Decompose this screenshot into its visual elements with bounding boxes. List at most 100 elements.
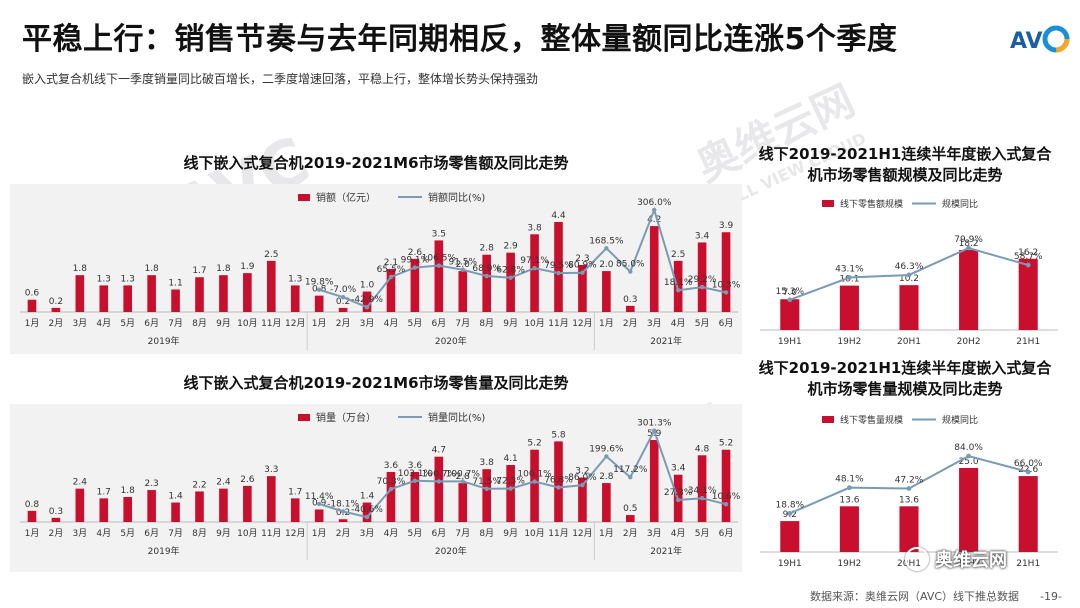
bar-value-label: 2.4 bbox=[73, 478, 88, 488]
bar bbox=[171, 502, 180, 522]
x-tick-label: 2月 bbox=[49, 528, 64, 539]
yoy-point bbox=[628, 475, 633, 480]
bar bbox=[649, 226, 659, 312]
x-tick-label: 6月 bbox=[144, 528, 159, 539]
yoy-point bbox=[364, 305, 370, 310]
legend-label-line: 规模同比 bbox=[942, 414, 978, 426]
yoy-label: 306.0% bbox=[637, 198, 672, 208]
bar-value-label: 1.3 bbox=[97, 274, 111, 284]
x-tick-label: 12月 bbox=[285, 528, 305, 539]
yoy-point bbox=[675, 497, 681, 503]
yoy-point bbox=[556, 485, 561, 490]
bar-value-label: 4.4 bbox=[551, 211, 566, 221]
chart-title-half-volume: 线下2019-2021H1连续半年度嵌入式复合机市场零售量规模及同比走势 bbox=[758, 359, 1052, 398]
yoy-point bbox=[847, 485, 852, 491]
chart-panel-sales-value bbox=[10, 184, 742, 354]
bar bbox=[147, 490, 156, 522]
yoy-point bbox=[604, 454, 609, 459]
bar bbox=[1018, 476, 1038, 552]
x-group-label: 2021年 bbox=[650, 545, 682, 557]
bar-value-label: 1.7 bbox=[288, 487, 302, 497]
bar bbox=[780, 299, 800, 330]
bar-value-label: 2.8 bbox=[480, 244, 495, 254]
svg-text:AV: AV bbox=[1010, 29, 1043, 54]
yoy-label: 18.8% bbox=[776, 500, 805, 510]
bar-value-label: 3.5 bbox=[432, 229, 446, 239]
yoy-label: 99.1% bbox=[401, 256, 430, 266]
bar bbox=[602, 271, 611, 312]
bar bbox=[780, 521, 800, 552]
bar bbox=[362, 291, 372, 312]
yoy-point bbox=[556, 270, 561, 276]
x-group-label: 2020年 bbox=[435, 335, 467, 347]
bar-value-label: 3.2 bbox=[575, 467, 589, 477]
legend-label-line: 销额同比(%) bbox=[428, 191, 485, 204]
footer: 数据来源：奥维云网（AVC）线下推总数据 -19- bbox=[810, 588, 1062, 604]
x-group-label: 2020年 bbox=[435, 545, 467, 557]
bar-value-label: 4.8 bbox=[695, 444, 710, 454]
avc-logo: AV bbox=[1010, 25, 1070, 54]
x-tick-label: 9月 bbox=[503, 318, 518, 329]
bar bbox=[625, 515, 635, 522]
yoy-point bbox=[340, 295, 346, 300]
bar-value-label: 2.1 bbox=[384, 258, 398, 268]
bar-value-label: 2.0 bbox=[456, 260, 471, 270]
yoy-label: 68.9% bbox=[472, 264, 501, 274]
bar bbox=[839, 285, 859, 330]
legend-swatch-bar bbox=[822, 200, 834, 207]
yoy-label: 168.5% bbox=[589, 236, 624, 246]
chart-monthly-sales-value: 销额（亿元） 销额同比(%) 0.6 1月 0.2 2月 1.8 3月 1.3 4月 1.3 5月 1.… bbox=[20, 191, 741, 350]
bar-value-label: 3.6 bbox=[408, 461, 423, 471]
bar bbox=[530, 234, 539, 312]
bar bbox=[697, 242, 707, 312]
x-tick-label: 2月 bbox=[49, 318, 64, 329]
yoy-point bbox=[316, 287, 322, 292]
yoy-label: 62.8% bbox=[496, 266, 525, 276]
yoy-label: 100.7% bbox=[422, 469, 457, 479]
bar bbox=[434, 240, 444, 312]
yoy-point bbox=[532, 479, 537, 484]
bar bbox=[578, 477, 587, 522]
yoy-label: 29.2% bbox=[688, 275, 717, 285]
bar-value-label: 5.2 bbox=[719, 439, 733, 449]
x-tick-label: 12月 bbox=[572, 528, 592, 539]
yoy-point bbox=[484, 486, 489, 491]
bar-value-label: 2.5 bbox=[671, 250, 685, 260]
bar-value-label: 2.4 bbox=[216, 478, 231, 488]
yoy-label: 85.0% bbox=[616, 260, 645, 270]
bar-value-label: 2.3 bbox=[144, 479, 158, 489]
yoy-label: 10.3% bbox=[712, 280, 741, 290]
bar bbox=[554, 222, 563, 312]
bar bbox=[673, 260, 683, 312]
yoy-label: 71.5% bbox=[472, 477, 501, 487]
yoy-label: 79.9% bbox=[954, 235, 983, 245]
x-tick-label: 11月 bbox=[261, 318, 281, 329]
bar bbox=[434, 456, 444, 522]
yoy-label: 19.8% bbox=[305, 278, 334, 288]
yoy-label: -40.6% bbox=[351, 505, 383, 515]
yoy-label: 18.1% bbox=[664, 278, 693, 288]
bar-value-label: 0.5 bbox=[623, 504, 637, 514]
bar bbox=[195, 277, 204, 312]
legend-label-bar: 线下零售量规模 bbox=[840, 414, 903, 426]
bar bbox=[1018, 258, 1038, 330]
chart-title-half-value: 线下2019-2021H1连续半年度嵌入式复合机市场零售额规模及同比走势 bbox=[758, 145, 1052, 184]
yoy-point bbox=[460, 267, 465, 272]
bar-value-label: 3.4 bbox=[671, 464, 686, 474]
yoy-point bbox=[906, 486, 912, 491]
bar bbox=[219, 275, 228, 312]
yoy-label: 80.9% bbox=[568, 261, 597, 271]
bar bbox=[386, 269, 396, 312]
x-tick-label: 1月 bbox=[312, 528, 327, 539]
bar bbox=[482, 469, 492, 522]
x-tick-label: 2月 bbox=[623, 528, 638, 539]
yoy-point bbox=[787, 297, 793, 303]
bar-value-label: 1.8 bbox=[121, 486, 136, 496]
yoy-label: 91.5% bbox=[448, 258, 477, 268]
bar bbox=[147, 275, 156, 312]
bar-value-label: 2.6 bbox=[240, 475, 255, 485]
legend-label-line: 销量同比(%) bbox=[428, 411, 485, 424]
chart-half-year-sales-volume: 线下零售量规模规模同比9.219H113.619H213.620H125.020… bbox=[760, 414, 1058, 569]
bar bbox=[899, 285, 919, 330]
bar bbox=[338, 307, 348, 312]
